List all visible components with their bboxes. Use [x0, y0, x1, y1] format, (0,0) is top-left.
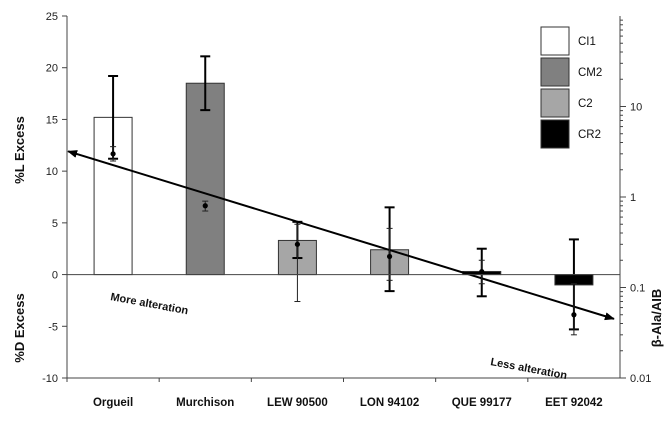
legend-swatch-ci1: [540, 26, 570, 56]
legend-label-c2: C2: [578, 98, 593, 110]
y2-tick-label: 1: [630, 192, 636, 204]
annotation-more-alteration: More alteration: [109, 291, 189, 317]
legend-swatch-cm2: [540, 57, 570, 87]
legend: CI1 CM2 C2 CR2: [540, 26, 602, 149]
ratio-point: [294, 241, 301, 247]
legend-swatch-c2: [540, 88, 570, 118]
y-axis-title-bottom: %D Excess: [12, 293, 27, 362]
legend-label-ci1: CI1: [578, 36, 596, 48]
y-tick-label: -5: [48, 321, 58, 333]
legend-swatch-cr2: [540, 119, 570, 149]
axes: -10 -5 0 5 10 15 20 25 0.01 0.1 1 10 Orgueil Murchiso…: [42, 11, 651, 409]
x-tick-label: EET 92042: [545, 397, 603, 409]
x-tick-label: LEW 90500: [267, 397, 328, 409]
ratio-point: [479, 268, 485, 275]
x-tick-label: LON 94102: [360, 397, 419, 409]
ratio-points: [110, 146, 577, 336]
ratio-point: [386, 253, 393, 260]
bar: [185, 82, 225, 276]
legend-label-cr2: CR2: [578, 129, 601, 141]
y-tick-label: 15: [46, 114, 58, 126]
ratio-point: [110, 151, 116, 157]
ratio-point: [202, 203, 208, 209]
y2-tick-label: 0.01: [630, 373, 651, 385]
y-tick-label: 5: [52, 218, 58, 230]
y-tick-label: -10: [42, 373, 58, 385]
x-tick-label: Murchison: [176, 397, 234, 409]
y-axis-title-top: %L Excess: [12, 116, 27, 184]
y-tick-label: 0: [52, 270, 58, 282]
y-tick-label: 10: [46, 166, 58, 178]
trend-arrow: [67, 150, 615, 321]
ratio-point: [571, 312, 577, 318]
y-tick-label: 20: [46, 63, 58, 75]
y-tick-label: 25: [46, 11, 58, 23]
trend-arrow-group: [67, 150, 615, 321]
legend-label-cm2: CM2: [578, 67, 602, 79]
y2-axis-title: β-Ala/AIB: [649, 289, 664, 348]
y2-tick-label: 0.1: [630, 283, 645, 295]
y2-tick-label: 10: [630, 102, 642, 114]
x-tick-label: QUE 99177: [452, 397, 512, 409]
x-tick-label: Orgueil: [93, 397, 133, 409]
